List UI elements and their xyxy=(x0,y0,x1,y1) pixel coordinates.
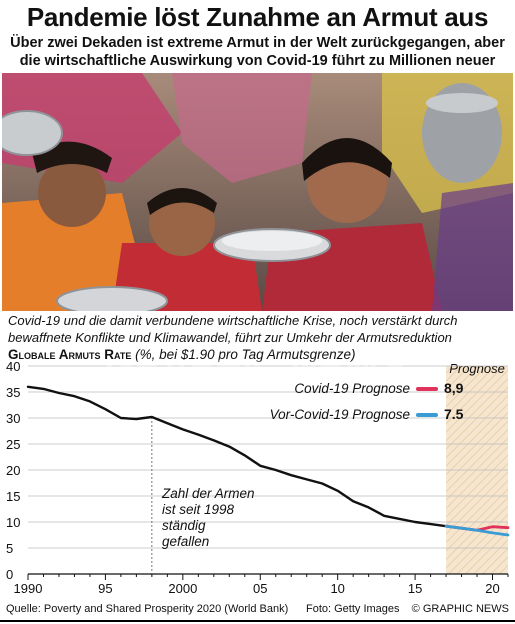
footer: Quelle: Poverty and Shared Prosperity 20… xyxy=(6,603,509,615)
photo-credit: Foto: Getty Images xyxy=(306,603,400,615)
copyright: © GRAPHIC NEWS xyxy=(411,603,509,615)
y-tick-label: 25 xyxy=(6,437,20,452)
y-tick-label: 40 xyxy=(6,360,20,374)
x-tick-label: 95 xyxy=(98,581,112,596)
x-tick-label: 10 xyxy=(330,581,344,596)
news-photo xyxy=(2,73,513,311)
chart-title-note: (%, bei $1.90 pro Tag Armutsgrenze) xyxy=(131,347,356,362)
caption-line-2: bewaffnete Konflikte und Klimawandel, fü… xyxy=(8,329,452,345)
y-tick-label: 15 xyxy=(6,489,20,504)
legend-value: 8,9 xyxy=(444,380,464,396)
chart-title-bold: Globale Armuts Rate xyxy=(8,347,132,362)
x-tick-label: 1990 xyxy=(14,581,43,596)
chart-title: Globale Armuts Rate (%, bei $1.90 pro Ta… xyxy=(8,347,355,362)
x-tick-label: 2000 xyxy=(168,581,197,596)
y-tick-label: 10 xyxy=(6,515,20,530)
y-tick-label: 20 xyxy=(6,463,20,478)
x-tick-label: 05 xyxy=(253,581,267,596)
y-tick-label: 0 xyxy=(6,567,13,582)
subtitle-line-1: Über zwei Dekaden ist extreme Armut in d… xyxy=(10,35,505,51)
forecast-label: Prognose xyxy=(449,361,505,376)
annotation-text: ist seit 1998 xyxy=(162,502,235,517)
x-tick-label: 20 xyxy=(485,581,499,596)
legend-value: 7.5 xyxy=(444,406,464,422)
legend-label: Vor-Covid-19 Prognose xyxy=(270,407,410,422)
page-title: Pandemie löst Zunahme an Armut aus xyxy=(26,2,489,32)
y-tick-label: 35 xyxy=(6,385,20,400)
y-tick-label: 30 xyxy=(6,411,20,426)
watermark: GRAPHIC NEWS xyxy=(105,360,405,387)
series-line-2 xyxy=(444,524,510,537)
source-note: Quelle: Poverty and Shared Prosperity 20… xyxy=(6,603,289,615)
annotation-text: Zahl der Armen xyxy=(161,486,255,501)
caption-line-1: Covid-19 und die damit verbundene wirtsc… xyxy=(8,313,458,328)
chart-caption: Covid-19 und die damit verbundene wirtsc… xyxy=(8,313,513,346)
legend-label: Covid-19 Prognose xyxy=(294,381,410,396)
bottom-rule xyxy=(0,620,515,622)
annotation-text: gefallen xyxy=(162,534,209,549)
x-tick-label: 15 xyxy=(408,581,422,596)
y-tick-label: 5 xyxy=(6,541,13,556)
series-line-0 xyxy=(26,385,448,528)
annotation-text: ständig xyxy=(162,518,206,533)
